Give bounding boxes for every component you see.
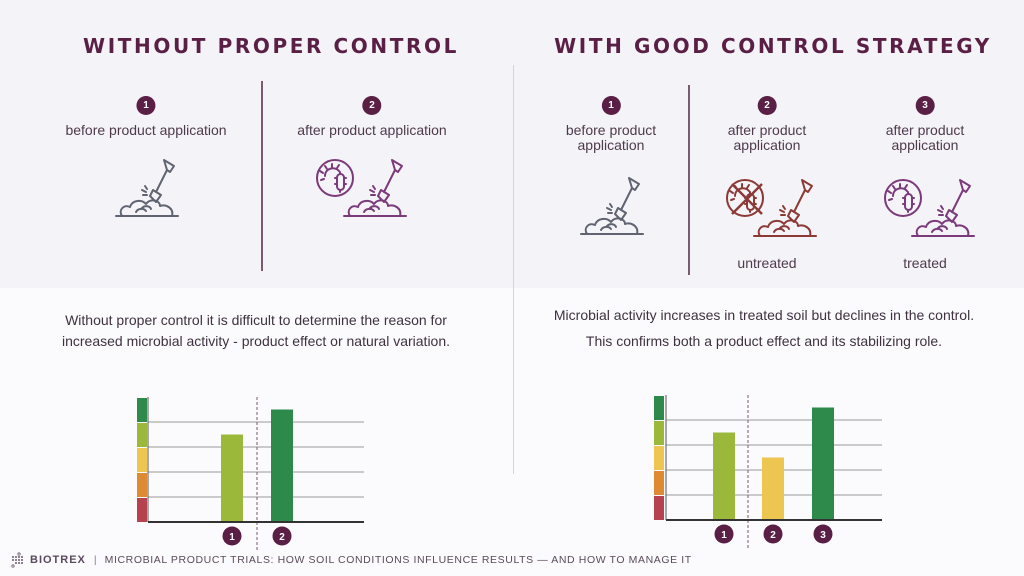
scale-segment	[654, 496, 664, 520]
step-label-line2: application	[577, 137, 645, 153]
brand-name: BIOTREX	[30, 554, 86, 566]
soil-shovel-no-microbes-icon	[726, 179, 817, 237]
step-number-badge: 2	[362, 96, 382, 115]
step-number-badge: 2	[757, 96, 777, 115]
scale-segment	[137, 498, 147, 522]
scale-segment	[137, 398, 147, 422]
right-description: Microbial activity increases in treated …	[554, 304, 974, 352]
scale-segment	[137, 473, 147, 497]
scale-segment	[137, 448, 147, 472]
category-label: 3	[820, 530, 826, 541]
right-section-title: WITH GOOD CONTROL STRATEGY	[554, 34, 992, 58]
right-step-1: 1 before product application	[566, 96, 656, 153]
untreated-label: untreated	[737, 255, 797, 271]
step-label-line1: after product	[885, 122, 965, 138]
left-section-title: WITHOUT PROPER CONTROL	[83, 34, 459, 58]
left-description: Without proper control it is difficult t…	[62, 310, 450, 352]
top-band	[0, 0, 1024, 288]
bar-1	[221, 434, 243, 522]
right-step-2: 2 after product application	[727, 96, 807, 153]
left-description-line2: increased microbial activity - product e…	[61, 333, 451, 349]
step-label-line2: application	[733, 137, 801, 153]
step-label: before product application	[65, 122, 227, 138]
bar-1	[713, 432, 735, 520]
category-badge	[714, 524, 734, 544]
main-divider	[513, 65, 514, 474]
category-badge	[272, 526, 292, 546]
biotrex-logo-icon	[11, 552, 23, 568]
left-description-line1: Without proper control it is difficult t…	[65, 312, 447, 328]
step-number-badge: 1	[601, 96, 621, 115]
bar-2	[762, 457, 784, 520]
footer-caption: MICROBIAL PRODUCT TRIALS: HOW SOIL CONDI…	[104, 554, 692, 566]
footer-separator: |	[93, 554, 97, 566]
category-badge	[763, 524, 783, 544]
scale-segment	[654, 421, 664, 445]
left-step-2: 2 after product application	[297, 96, 447, 138]
right-step-divider	[688, 85, 690, 275]
scale-segment	[137, 423, 147, 447]
category-label: 1	[229, 532, 235, 543]
scale-segment	[654, 471, 664, 495]
right-description-line2: This confirms both a product effect and …	[585, 333, 943, 349]
left-step-divider	[261, 81, 263, 271]
bar-2	[271, 409, 293, 522]
scale-segment	[654, 396, 664, 420]
step-number-badge: 3	[915, 96, 935, 115]
category-badge	[813, 524, 833, 544]
scale-segment	[654, 446, 664, 470]
footer: BIOTREX | MICROBIAL PRODUCT TRIALS: HOW …	[10, 552, 692, 568]
step-label: after product application	[297, 122, 447, 138]
step-label-line1: after product	[727, 122, 807, 138]
step-label-line2: application	[891, 137, 959, 153]
category-badge	[222, 526, 242, 546]
right-description-line1: Microbial activity increases in treated …	[553, 307, 975, 323]
step-number-badge: 1	[136, 96, 156, 115]
bar-3	[812, 407, 834, 520]
category-label: 2	[279, 532, 285, 543]
treated-label: treated	[903, 255, 947, 271]
right-step-3: 3 after product application	[885, 96, 965, 153]
step-label-line1: before product	[565, 122, 657, 138]
left-step-1: 1 before product application	[65, 96, 227, 138]
category-label: 1	[721, 530, 727, 541]
category-label: 2	[770, 530, 776, 541]
